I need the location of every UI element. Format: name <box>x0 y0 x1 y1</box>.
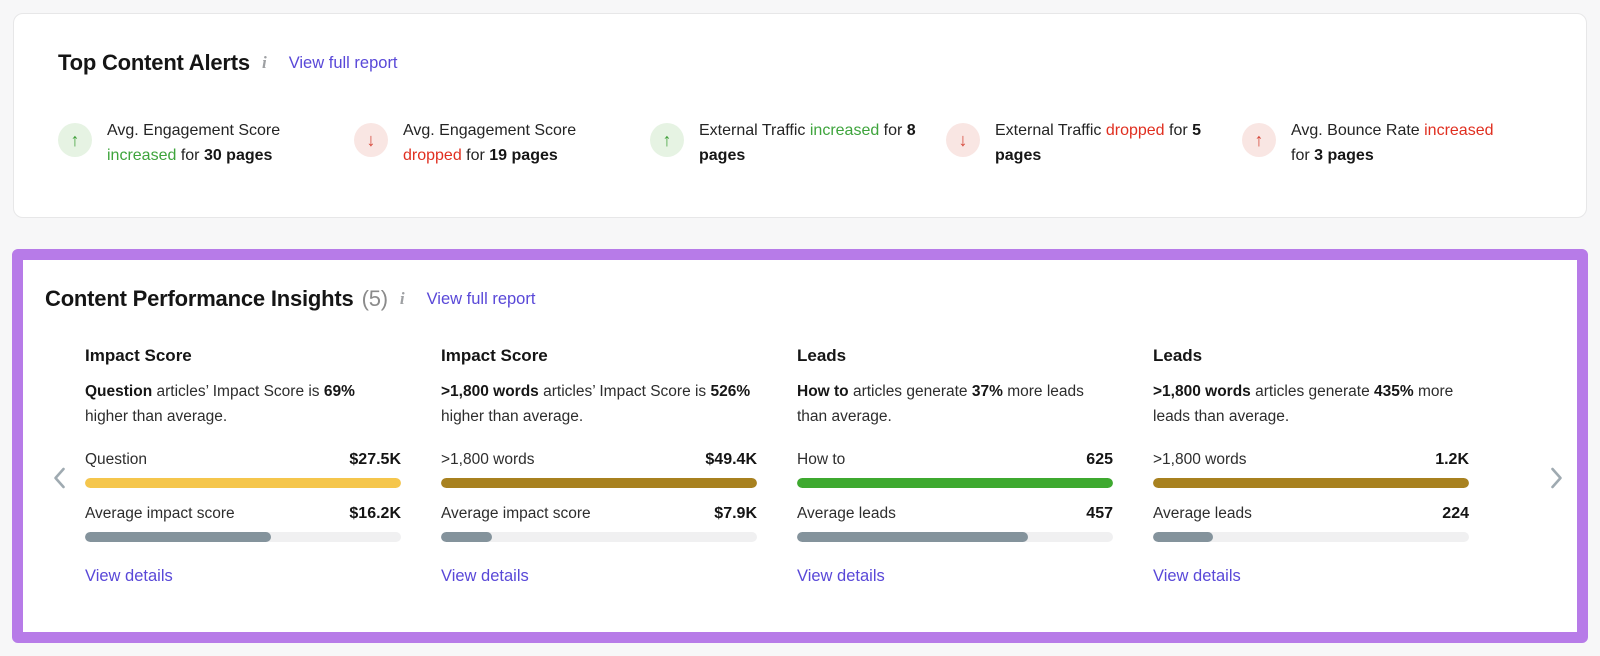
bar-track <box>441 532 757 542</box>
bar-label: Average leads <box>1153 505 1252 522</box>
bar-fill <box>797 478 1113 488</box>
bar-fill <box>1153 532 1214 542</box>
alert-text: Avg. Engagement Score dropped for 19 pag… <box>403 122 577 164</box>
insights-count: (5) <box>361 286 388 311</box>
bar-label: Average impact score <box>441 505 591 522</box>
bar-value: $7.9K <box>714 505 757 522</box>
bar-fill <box>1153 478 1469 488</box>
info-icon[interactable]: i <box>399 289 405 308</box>
metric-bar: Average impact score $16.2K <box>85 505 401 542</box>
info-icon[interactable]: i <box>261 53 267 72</box>
bar-track <box>85 478 401 488</box>
bar-fill <box>441 532 492 542</box>
insights-view-full-report-link[interactable]: View full report <box>426 289 536 308</box>
view-details-link[interactable]: View details <box>441 567 529 585</box>
metric-bar: >1,800 words $49.4K <box>441 451 757 488</box>
metric-bar: Average impact score $7.9K <box>441 505 757 542</box>
bar-fill <box>85 532 272 542</box>
card-title: Leads <box>797 346 847 365</box>
bar-track <box>1153 478 1469 488</box>
trend-word: dropped <box>1105 122 1165 139</box>
alerts-panel-header: Top Content Alerts i View full report <box>58 50 1542 76</box>
view-details-link[interactable]: View details <box>1153 567 1241 585</box>
alert-text: Avg. Bounce Rate increased for 3 pages <box>1291 122 1494 164</box>
chevron-left-icon[interactable] <box>39 458 79 498</box>
bar-label: Average leads <box>797 505 896 522</box>
pages-count: 5 pages <box>995 122 1202 164</box>
alert-external-traffic-increased: ↑ External Traffic increased for 8 pages <box>650 118 946 168</box>
bar-value: 457 <box>1086 505 1113 522</box>
metric-bar: Average leads 457 <box>797 505 1113 542</box>
metric-bar: >1,800 words 1.2K <box>1153 451 1469 488</box>
alert-engagement-increased: ↑ Avg. Engagement Score increased for 30… <box>58 118 354 168</box>
bar-label: >1,800 words <box>1153 451 1247 468</box>
bar-track <box>1153 532 1469 542</box>
bar-fill <box>797 532 1028 542</box>
bar-track <box>85 532 401 542</box>
insight-card-impact-1800-words: Impact Score >1,800 words articles’ Impa… <box>441 346 757 586</box>
alerts-panel-title: Top Content Alerts <box>58 50 250 75</box>
card-title: Leads <box>1153 346 1203 365</box>
insight-card-leads-how-to: Leads How to articles generate 37% more … <box>797 346 1113 586</box>
metric-bar: Average leads 224 <box>1153 505 1469 542</box>
pages-count: 19 pages <box>489 147 558 164</box>
insight-cards: Impact Score Question articles’ Impact S… <box>85 346 1535 586</box>
alert-text: Avg. Engagement Score increased for 30 p… <box>107 122 281 164</box>
card-description: >1,800 words articles generate 435% more… <box>1153 383 1454 425</box>
bar-value: $27.5K <box>349 451 401 468</box>
card-description: Question articles’ Impact Score is 69% h… <box>85 383 355 425</box>
bar-label: >1,800 words <box>441 451 535 468</box>
trend-word: increased <box>809 122 880 139</box>
metric-bar: How to 625 <box>797 451 1113 488</box>
insight-card-impact-question: Impact Score Question articles’ Impact S… <box>85 346 401 586</box>
bar-label: How to <box>797 451 846 468</box>
bar-label: Question <box>85 451 148 468</box>
card-description: How to articles generate 37% more leads … <box>797 383 1084 425</box>
bar-value: $49.4K <box>705 451 757 468</box>
bar-label: Average impact score <box>85 505 235 522</box>
arrow-up-icon: ↑ <box>650 123 684 157</box>
card-title: Impact Score <box>85 346 192 365</box>
bar-track <box>441 478 757 488</box>
card-title: Impact Score <box>441 346 548 365</box>
chevron-right-icon[interactable] <box>1537 458 1577 498</box>
insight-card-leads-1800-words: Leads >1,800 words articles generate 435… <box>1153 346 1469 586</box>
alert-bounce-rate-increased: ↑ Avg. Bounce Rate increased for 3 pages <box>1242 118 1538 168</box>
insights-carousel: Impact Score Question articles’ Impact S… <box>23 346 1577 586</box>
bar-track <box>797 478 1113 488</box>
alert-text: External Traffic increased for 8 pages <box>699 122 916 164</box>
bar-value: 224 <box>1442 505 1469 522</box>
arrow-down-icon: ↓ <box>354 123 388 157</box>
bar-value: $16.2K <box>349 505 401 522</box>
arrow-down-icon: ↓ <box>946 123 980 157</box>
top-content-alerts-panel: Top Content Alerts i View full report ↑ … <box>13 13 1587 218</box>
content-performance-insights-panel: Content Performance Insights (5) i View f… <box>12 249 1588 643</box>
trend-word: increased <box>107 147 177 164</box>
alerts-view-full-report-link[interactable]: View full report <box>288 53 398 72</box>
bar-track <box>797 532 1113 542</box>
view-details-link[interactable]: View details <box>797 567 885 585</box>
bar-value: 625 <box>1086 451 1113 468</box>
view-details-link[interactable]: View details <box>85 567 173 585</box>
alert-engagement-dropped: ↓ Avg. Engagement Score dropped for 19 p… <box>354 118 650 168</box>
alert-external-traffic-dropped: ↓ External Traffic dropped for 5 pages <box>946 118 1242 168</box>
insights-panel-header: Content Performance Insights (5) i View f… <box>23 286 1577 312</box>
pages-count: 30 pages <box>203 147 273 164</box>
trend-word: increased <box>1424 122 1494 139</box>
card-description: >1,800 words articles’ Impact Score is 5… <box>441 383 751 425</box>
pages-count: 8 pages <box>699 122 916 164</box>
bar-fill <box>441 478 757 488</box>
pages-count: 3 pages <box>1314 147 1374 164</box>
insights-panel-title: Content Performance Insights (5) <box>45 286 388 311</box>
bar-fill <box>85 478 401 488</box>
bar-value: 1.2K <box>1435 451 1469 468</box>
metric-bar: Question $27.5K <box>85 451 401 488</box>
alerts-row: ↑ Avg. Engagement Score increased for 30… <box>58 118 1542 168</box>
trend-word: dropped <box>403 147 462 164</box>
arrow-up-icon: ↑ <box>58 123 92 157</box>
arrow-up-icon: ↑ <box>1242 123 1276 157</box>
alert-text: External Traffic dropped for 5 pages <box>995 122 1202 164</box>
